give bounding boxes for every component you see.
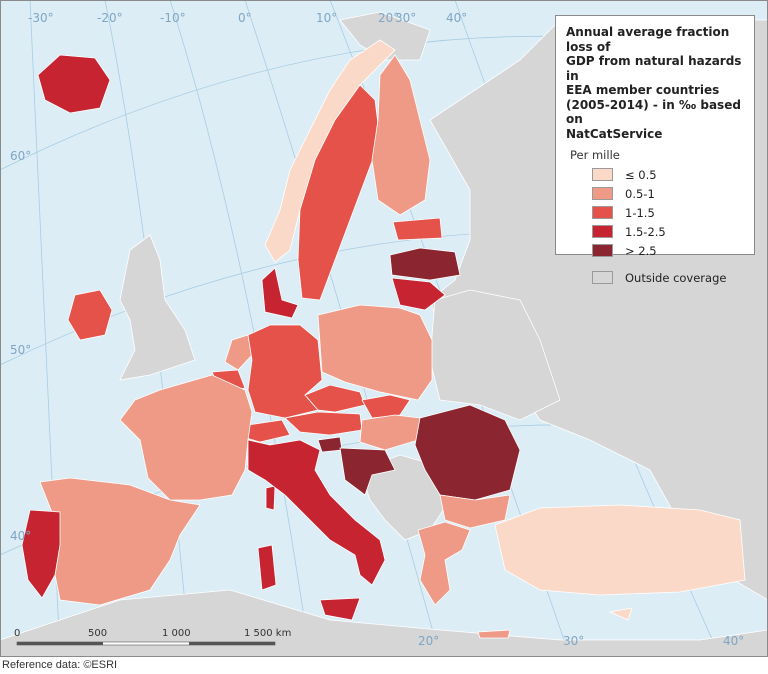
bulgaria (439, 494, 511, 529)
legend-swatch-outside (592, 271, 613, 284)
legend-item-outside: Outside coverage (592, 268, 744, 287)
sardinia (257, 544, 277, 591)
covered-countries (21, 39, 746, 639)
sweden (297, 84, 381, 301)
africa-region (0, 589, 768, 657)
turkey (494, 504, 746, 596)
lon-label: 20° (418, 634, 439, 648)
sicily (319, 597, 361, 621)
legend-label: 1.5-2.5 (625, 224, 666, 239)
scale-bar: 0 500 1 000 1 500 km (14, 628, 291, 646)
estonia (392, 217, 443, 241)
lon-label: -30° (28, 11, 54, 25)
lon-label: -20° (97, 11, 123, 25)
legend-swatch (592, 206, 613, 219)
scale-label: 1 500 km (244, 628, 291, 639)
croatia (339, 447, 396, 496)
legend-title: Annual average fraction loss of GDP from… (566, 25, 744, 141)
latvia (389, 247, 461, 281)
legend-item: ≤ 0.5 (592, 165, 744, 184)
norway-north-region (339, 11, 431, 61)
legend-title-line: NatCatService (566, 126, 663, 141)
uk-region (119, 234, 196, 381)
iceland (37, 54, 111, 114)
legend-item: 0.5-1 (592, 184, 744, 203)
belarus-ukraine-region (429, 289, 561, 421)
cyprus (608, 607, 633, 621)
legend-swatch (592, 225, 613, 238)
portugal (21, 509, 61, 599)
lat-label: 50° (10, 343, 31, 357)
lon-label: 0° (238, 11, 252, 25)
graticule-labels: -30° -20° -10° 0° 10° 20° 30° 40° 60° 50… (10, 11, 744, 648)
lon-label: 40° (446, 11, 467, 25)
scale-label: 500 (88, 628, 107, 639)
legend-swatch (592, 168, 613, 181)
lon-label: 20° (378, 11, 399, 25)
legend-swatch (592, 244, 613, 257)
legend-subtitle: Per mille (570, 148, 620, 162)
legend-title-line: Annual average fraction loss of (566, 25, 730, 54)
legend-item: 1-1.5 (592, 203, 744, 222)
slovenia (317, 436, 343, 453)
lon-label: 30° (395, 11, 416, 25)
scale-label: 0 (14, 628, 20, 639)
legend-title-line: (2005-2014) - in ‰ based on (566, 97, 741, 127)
lon-label: -10° (160, 11, 186, 25)
romania (414, 404, 521, 501)
poland (317, 304, 433, 401)
greece (417, 521, 471, 606)
lon-label: 10° (316, 11, 337, 25)
lat-label: 60° (10, 149, 31, 163)
legend-label: 1-1.5 (625, 205, 655, 220)
slovakia (361, 394, 411, 419)
crete (477, 629, 511, 639)
lon-label: 40° (723, 634, 744, 648)
netherlands (224, 334, 253, 371)
finland (371, 54, 431, 216)
legend: Annual average fraction loss of GDP from… (555, 15, 755, 285)
legend-label: 0.5-1 (625, 186, 655, 201)
legend-swatch (592, 187, 613, 200)
lat-label: 40° (10, 529, 31, 543)
norway (264, 39, 396, 263)
corsica (265, 485, 276, 511)
france (119, 374, 253, 501)
legend-label: ≤ 0.5 (625, 167, 657, 182)
legend-item: 1.5-2.5 (592, 222, 744, 241)
denmark (261, 267, 299, 319)
ireland (67, 289, 113, 341)
germany (247, 324, 323, 419)
scale-label: 1 000 (162, 628, 191, 639)
legend-label: > 2.5 (625, 243, 657, 258)
italy (247, 439, 386, 586)
legend-title-line: GDP from natural hazards in (566, 54, 742, 83)
lon-label: 30° (563, 634, 584, 648)
lithuania (391, 277, 446, 311)
legend-title-line: EEA member countries (566, 83, 720, 97)
reference-note: Reference data: ©ESRI (2, 659, 118, 671)
legend-label: Outside coverage (625, 270, 727, 285)
legend-item: > 2.5 (592, 241, 744, 260)
